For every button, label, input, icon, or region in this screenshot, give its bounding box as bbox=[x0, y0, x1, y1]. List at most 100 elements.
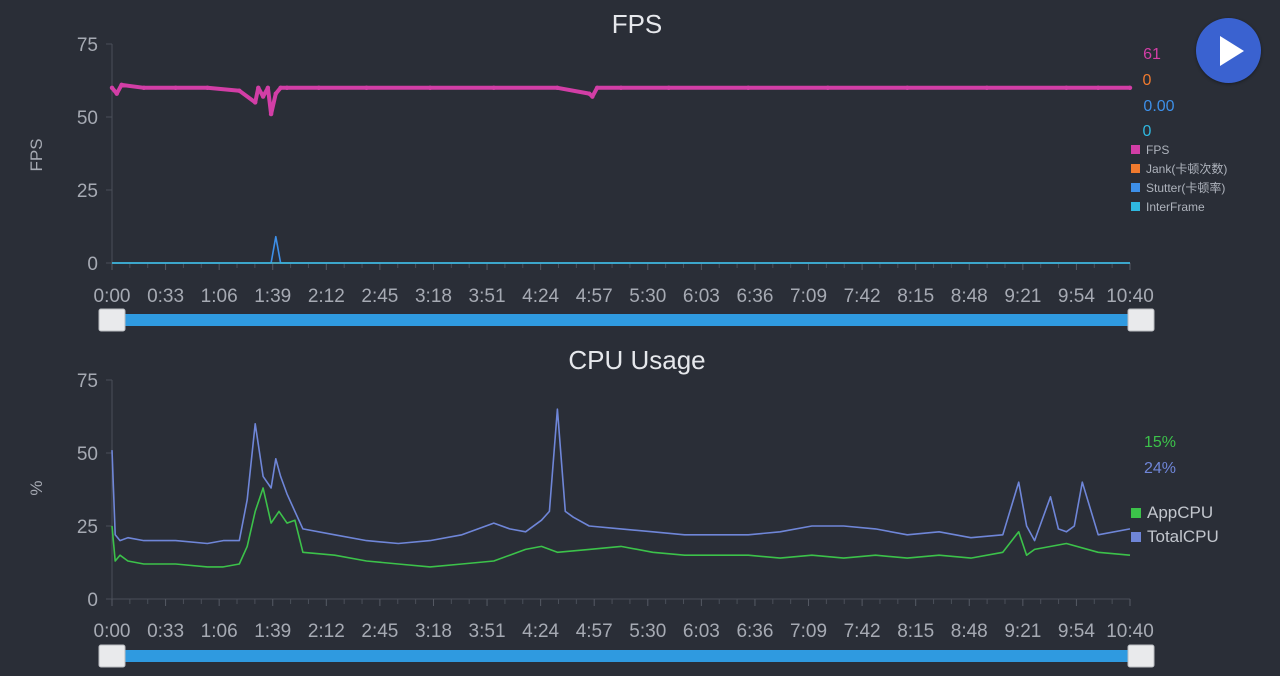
fps-legend-swatch bbox=[1131, 164, 1140, 173]
fps-y-tick-label: 25 bbox=[77, 181, 98, 202]
cpu-x-tick-label: 7:09 bbox=[790, 621, 827, 642]
cpu-x-tick-label: 8:48 bbox=[951, 621, 988, 642]
cpu-panel: CPU Usage % 0 25 50 75 0:00 0:33 1:06 1:39 2:12… bbox=[27, 345, 1219, 668]
fps-panel: FPS FPS 0 25 50 75 0:00 0:33 1:06 1:39 2:12 2:45… bbox=[27, 9, 1227, 332]
fps-x-tick-label: 3:51 bbox=[469, 286, 506, 307]
fps-legend-label: FPS bbox=[1146, 143, 1169, 157]
cpu-y-tick-label: 25 bbox=[77, 517, 98, 538]
cpu-time-slider[interactable] bbox=[98, 644, 1155, 668]
fps-legend-swatch bbox=[1131, 202, 1140, 211]
fps-x-tick-label: 4:57 bbox=[576, 286, 613, 307]
cpu-x-tick-label: 8:15 bbox=[897, 621, 934, 642]
cpu-x-tick-label: 10:40 bbox=[1106, 621, 1154, 642]
fps-x-tick-label: 7:09 bbox=[790, 286, 827, 307]
cpu-legend-label: TotalCPU bbox=[1147, 527, 1219, 546]
fps-data-point bbox=[618, 85, 624, 91]
cpu-series-line bbox=[111, 408, 1131, 545]
fps-y-tick-label: 0 bbox=[87, 254, 98, 275]
cpu-current-value: 24% bbox=[1144, 460, 1176, 477]
fps-chart-title: FPS bbox=[612, 9, 663, 39]
fps-data-point bbox=[427, 85, 433, 91]
cpu-x-tick-label: 2:12 bbox=[308, 621, 345, 642]
fps-x-tick-label: 7:42 bbox=[844, 286, 881, 307]
fps-legend-label: Jank(卡顿次数) bbox=[1146, 161, 1227, 176]
cpu-x-tick-label: 1:06 bbox=[201, 621, 238, 642]
fps-legend-label: InterFrame bbox=[1146, 200, 1205, 214]
cpu-chart-title: CPU Usage bbox=[568, 345, 705, 375]
fps-x-tick-label: 6:36 bbox=[736, 286, 773, 307]
fps-x-tick-label: 2:12 bbox=[308, 286, 345, 307]
fps-data-point bbox=[1127, 85, 1133, 91]
fps-current-value: 0.00 bbox=[1143, 98, 1174, 115]
fps-current-value: 0 bbox=[1143, 72, 1152, 89]
fps-y-tick-label: 50 bbox=[77, 108, 98, 129]
fps-data-point bbox=[594, 85, 600, 91]
fps-data-point bbox=[141, 85, 147, 91]
cpu-legend-swatch bbox=[1131, 532, 1141, 542]
cpu-slider-handle-left[interactable] bbox=[98, 644, 126, 668]
cpu-legend-swatch bbox=[1131, 508, 1141, 518]
fps-data-point bbox=[364, 85, 369, 91]
fps-data-point bbox=[825, 85, 830, 91]
fps-data-point bbox=[205, 85, 210, 91]
fps-data-point bbox=[316, 85, 321, 91]
cpu-x-tick-label: 1:39 bbox=[254, 621, 291, 642]
fps-data-point bbox=[173, 85, 178, 91]
fps-data-point bbox=[114, 91, 119, 96]
cpu-x-tick-label: 2:45 bbox=[361, 621, 398, 642]
cpu-x-tick-label: 9:21 bbox=[1004, 621, 1041, 642]
fps-current-values: 61 0 0.00 0 bbox=[1143, 46, 1175, 140]
cpu-x-ticks: 0:00 0:33 1:06 1:39 2:12 2:45 3:18 3:51 4:24 4:57… bbox=[94, 598, 1154, 642]
fps-data-point bbox=[905, 85, 910, 91]
fps-x-tick-label: 1:06 bbox=[201, 286, 238, 307]
fps-current-value: 0 bbox=[1143, 123, 1152, 140]
cpu-x-tick-label: 4:24 bbox=[522, 621, 559, 642]
cpu-x-tick-label: 3:18 bbox=[415, 621, 452, 642]
fps-x-tick-label: 0:00 bbox=[94, 286, 131, 307]
cpu-series-line bbox=[111, 487, 1131, 568]
fps-y-tick-label: 75 bbox=[77, 35, 98, 56]
cpu-legend: AppCPU TotalCPU bbox=[1131, 503, 1219, 546]
fps-x-tick-label: 10:40 bbox=[1106, 286, 1154, 307]
fps-data-point bbox=[265, 85, 271, 91]
cpu-x-tick-label: 4:57 bbox=[576, 621, 613, 642]
cpu-x-tick-label: 0:33 bbox=[147, 621, 184, 642]
fps-slider-handle-right[interactable] bbox=[1127, 308, 1155, 332]
fps-data-point bbox=[237, 88, 242, 93]
cpu-x-tick-label: 9:54 bbox=[1058, 621, 1095, 642]
fps-current-value: 61 bbox=[1143, 46, 1161, 63]
fps-slider-handle-left[interactable] bbox=[98, 308, 126, 332]
cpu-x-tick-label: 6:36 bbox=[736, 621, 773, 642]
fps-slider-track[interactable] bbox=[112, 314, 1142, 326]
cpu-y-ticks: 0 25 50 75 bbox=[77, 371, 113, 611]
cpu-legend-label: AppCPU bbox=[1147, 503, 1213, 522]
fps-data-point bbox=[586, 91, 592, 96]
fps-data-point bbox=[278, 85, 283, 91]
cpu-current-values: 15% 24% bbox=[1144, 434, 1176, 477]
cpu-x-tick-label: 0:00 bbox=[94, 621, 131, 642]
fps-data-point bbox=[590, 94, 595, 99]
fps-x-tick-label: 0:33 bbox=[147, 286, 184, 307]
fps-data-point bbox=[491, 85, 496, 91]
fps-x-ticks: 0:00 0:33 1:06 1:39 2:12 2:45 3:18 3:51 4:24 4:57… bbox=[94, 262, 1154, 307]
fps-x-tick-label: 9:54 bbox=[1058, 286, 1095, 307]
fps-series-lines bbox=[109, 82, 1133, 264]
fps-x-tick-label: 5:30 bbox=[629, 286, 666, 307]
cpu-slider-handle-right[interactable] bbox=[1127, 644, 1155, 668]
cpu-y-tick-label: 75 bbox=[77, 371, 98, 392]
play-button[interactable] bbox=[1196, 18, 1261, 83]
cpu-x-tick-label: 3:51 bbox=[469, 621, 506, 642]
fps-x-tick-label: 1:39 bbox=[254, 286, 291, 307]
fps-time-slider[interactable] bbox=[98, 308, 1155, 332]
cpu-slider-track[interactable] bbox=[112, 650, 1142, 662]
fps-legend-swatch bbox=[1131, 183, 1140, 192]
fps-data-point bbox=[666, 85, 671, 91]
fps-series-line bbox=[112, 235, 1130, 264]
fps-data-point bbox=[1095, 85, 1101, 91]
fps-x-tick-label: 2:45 bbox=[361, 286, 398, 307]
fps-data-point bbox=[1064, 85, 1069, 91]
fps-data-point bbox=[273, 91, 279, 96]
cpu-x-tick-label: 6:03 bbox=[683, 621, 720, 642]
fps-data-point bbox=[268, 111, 274, 117]
